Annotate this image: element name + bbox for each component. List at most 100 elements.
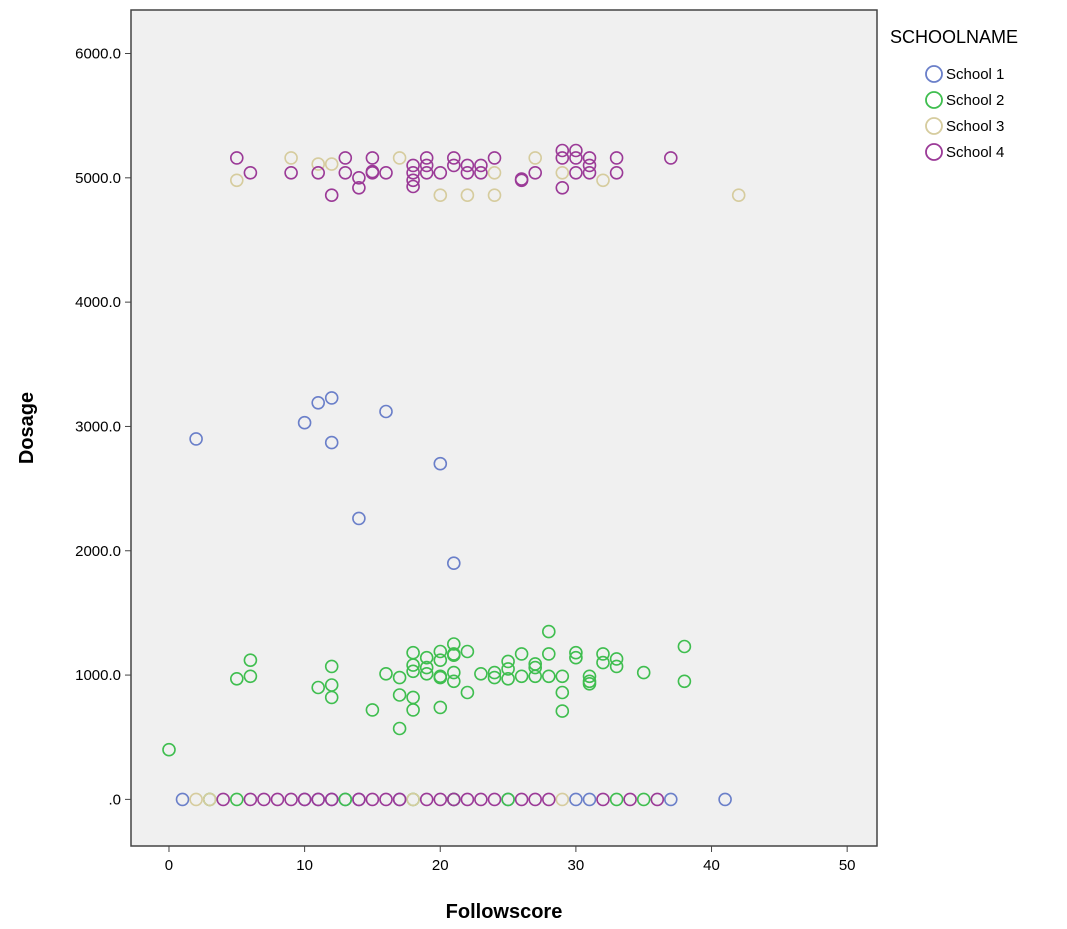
x-tick-label: 40 — [703, 857, 720, 874]
data-points — [162, 143, 746, 807]
data-point — [175, 792, 190, 807]
data-point — [338, 792, 353, 807]
legend-title: SCHOOLNAME — [890, 27, 1018, 47]
data-point — [406, 166, 420, 180]
data-point — [487, 665, 502, 680]
legend-item: School 2 — [925, 91, 1004, 109]
data-point — [650, 792, 665, 807]
data-point — [324, 188, 339, 202]
data-point — [474, 158, 488, 173]
data-point — [243, 669, 258, 684]
data-point — [555, 143, 570, 158]
series-4 — [216, 143, 678, 807]
data-point — [582, 792, 597, 807]
data-point — [324, 792, 339, 807]
data-point — [596, 647, 610, 661]
data-point — [379, 666, 393, 681]
data-point — [446, 556, 461, 571]
data-point — [352, 181, 366, 195]
data-point — [406, 179, 420, 194]
data-point — [569, 650, 583, 665]
data-point — [460, 792, 475, 807]
data-point — [596, 792, 610, 807]
legend-label: School 4 — [946, 144, 1004, 161]
data-point — [677, 674, 692, 689]
y-tick-label: 6000.0 — [75, 46, 121, 63]
y-tick-label: 1000.0 — [75, 667, 121, 684]
y-axis: .0 1000.0 2000.0 3000.0 4000.0 5000.0 6000.0 — [75, 46, 131, 808]
data-point — [514, 792, 529, 807]
data-point — [474, 166, 488, 180]
data-point — [582, 166, 597, 180]
data-point — [352, 171, 366, 185]
data-point — [623, 792, 637, 807]
data-point — [541, 669, 556, 684]
data-point — [406, 792, 420, 807]
x-tick-label: 0 — [165, 857, 173, 874]
x-tick-label: 20 — [432, 857, 449, 874]
data-point — [555, 166, 570, 180]
data-point — [324, 659, 339, 674]
data-point — [311, 680, 326, 695]
data-point — [677, 639, 692, 654]
data-point — [352, 792, 366, 807]
data-point — [324, 435, 339, 450]
data-point — [230, 151, 244, 165]
data-point — [460, 166, 475, 180]
data-point — [379, 166, 393, 180]
y-tick-label: 3000.0 — [75, 418, 121, 435]
data-point — [582, 676, 597, 691]
y-tick-label: 4000.0 — [75, 294, 121, 311]
legend-marker — [925, 91, 943, 109]
data-point — [582, 669, 597, 684]
data-point — [636, 792, 651, 807]
data-point — [446, 158, 461, 173]
series-2 — [162, 624, 692, 807]
data-point — [528, 151, 543, 165]
legend-label: School 3 — [946, 118, 1004, 135]
data-point — [392, 151, 407, 165]
data-point — [406, 158, 420, 173]
data-point — [392, 688, 407, 702]
data-point — [446, 792, 461, 807]
data-point — [270, 792, 285, 807]
data-point — [230, 173, 244, 188]
data-point — [446, 665, 461, 680]
data-point — [243, 792, 258, 807]
data-point — [392, 721, 407, 736]
data-point — [324, 391, 339, 405]
data-point — [406, 658, 420, 672]
data-point — [609, 659, 624, 674]
legend: SCHOOLNAME School 1 School 2 School 3 Schoo… — [890, 27, 1018, 161]
data-point — [297, 415, 312, 430]
legend-marker — [925, 65, 943, 83]
data-point — [596, 173, 610, 188]
data-point — [189, 432, 203, 446]
data-point — [731, 188, 746, 202]
data-point — [596, 655, 610, 670]
data-point — [555, 704, 570, 718]
data-point — [446, 648, 461, 663]
data-point — [487, 166, 502, 180]
data-point — [230, 671, 244, 686]
data-point — [379, 792, 393, 807]
data-point — [569, 645, 583, 660]
data-point — [433, 653, 448, 668]
data-point — [514, 647, 529, 661]
data-point — [460, 188, 475, 202]
data-point — [352, 511, 366, 526]
data-point — [230, 792, 244, 807]
data-point — [514, 669, 529, 684]
data-point — [609, 166, 624, 180]
y-tick-label: 5000.0 — [75, 170, 121, 187]
data-point — [541, 624, 556, 639]
data-point — [365, 792, 380, 807]
data-point — [569, 143, 583, 158]
data-point — [433, 456, 448, 471]
data-point — [446, 151, 461, 165]
y-axis-title: Dosage — [16, 392, 38, 464]
data-point — [487, 188, 502, 202]
data-point — [501, 654, 515, 669]
data-point — [324, 690, 339, 705]
data-point — [433, 670, 448, 685]
